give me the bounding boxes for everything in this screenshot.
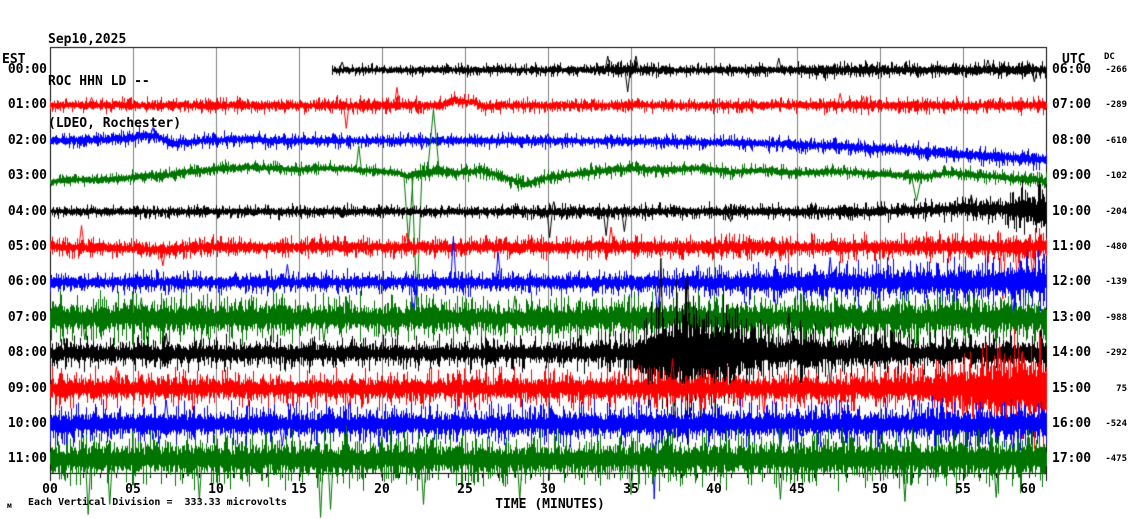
x-tick-label: 50 [872,482,888,497]
footer-mark: м [7,501,12,510]
dc-value: -480 [1105,242,1127,252]
x-tick-label: 40 [706,482,722,497]
dc-column-label: DC [1104,52,1115,62]
time-axis-title: TIME (MINUTES) [495,497,605,512]
x-tick-label: 25 [457,482,473,497]
x-tick-label: 35 [623,482,639,497]
plot-header: Sep10,2025 ROC HHN LD -- (LDEO, Rocheste… [48,5,181,159]
est-time-label: 05:00 [7,239,47,254]
est-time-label: 03:00 [7,168,47,184]
dc-value: -139 [1105,277,1127,288]
dc-value: -102 [1105,171,1127,182]
est-time-label: 04:00 [7,203,47,219]
dc-value: -266 [1105,65,1127,75]
est-time-label: 01:00 [7,97,47,113]
utc-time-label: 16:00 [1052,416,1092,431]
x-tick-label: 55 [955,482,971,497]
dc-value: -610 [1105,135,1127,146]
utc-time-label: 12:00 [1052,274,1092,290]
dc-value: -204 [1105,206,1127,217]
dc-value: -988 [1105,312,1127,323]
x-tick-label: 05 [125,482,141,497]
utc-axis-label: UTC [1062,52,1086,67]
dc-value: 75 [1116,383,1127,394]
est-time-label: 08:00 [7,345,47,361]
dc-value: -524 [1105,419,1127,429]
utc-time-label: 08:00 [1052,132,1092,148]
x-tick-label: 15 [291,482,307,497]
vertical-division-scale-text: Each Vertical Division = 333.33 microvol… [28,497,287,508]
x-tick-label: 45 [789,482,805,497]
utc-time-label: 14:00 [1052,345,1092,361]
est-time-label: 00:00 [7,62,47,77]
x-tick-label: 60 [1020,482,1036,497]
dc-value: -475 [1105,454,1127,465]
utc-time-label: 07:00 [1052,97,1092,113]
est-axis-label: EST [2,52,26,67]
utc-time-label: 06:00 [1052,62,1092,77]
x-tick-label: 20 [374,482,390,497]
utc-time-label: 10:00 [1052,203,1092,219]
dc-value: -289 [1105,100,1127,111]
est-time-label: 02:00 [7,132,47,148]
est-time-label: 07:00 [7,309,47,325]
utc-time-label: 15:00 [1052,380,1092,396]
dc-value: -292 [1105,348,1127,359]
est-time-label: 11:00 [7,451,47,467]
utc-time-label: 17:00 [1052,451,1092,467]
x-tick-label: 10 [208,482,224,497]
x-tick-label: 30 [540,482,556,497]
header-station: ROC HHN LD -- [48,74,150,89]
header-date: Sep10,2025 [48,32,127,47]
utc-time-label: 13:00 [1052,309,1092,325]
est-time-label: 09:00 [7,380,47,396]
x-tick-label: 00 [42,482,58,497]
utc-time-label: 11:00 [1052,239,1092,254]
utc-time-label: 09:00 [1052,168,1092,184]
header-location: (LDEO, Rochester) [48,116,182,131]
est-time-label: 10:00 [7,416,47,431]
est-time-label: 06:00 [7,274,47,290]
